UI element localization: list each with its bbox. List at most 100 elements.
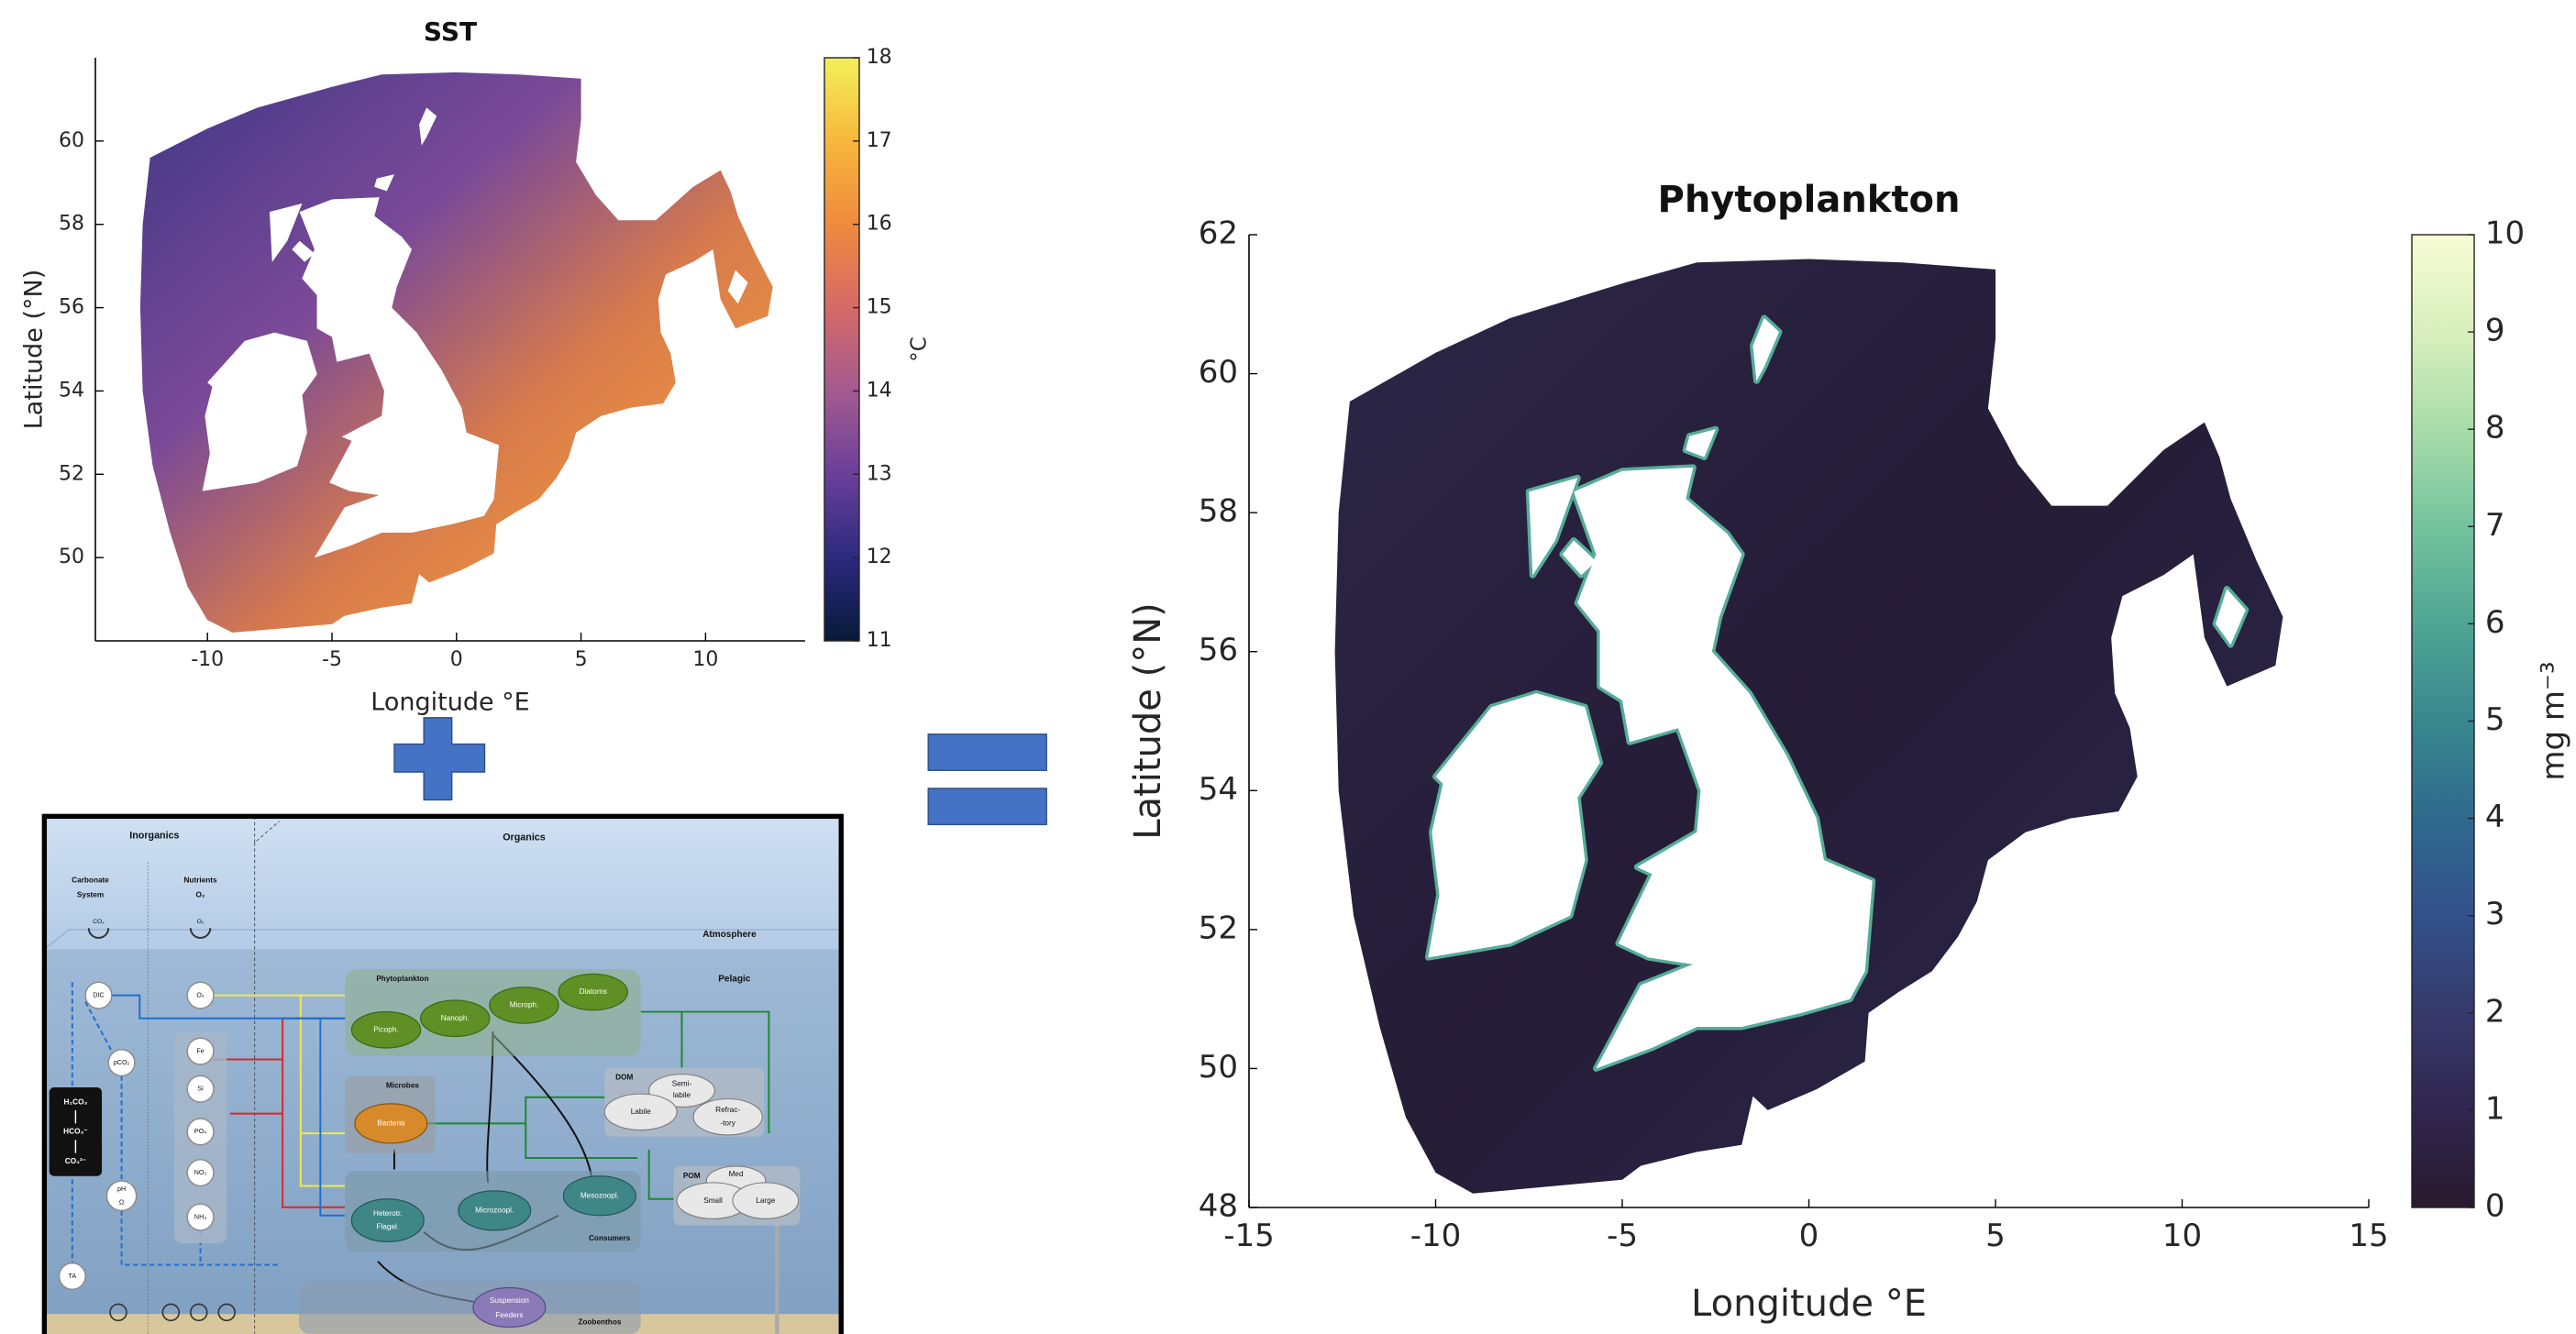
colorbar-tick-label: 14 (867, 379, 892, 402)
y-tick-label: 62 (1199, 215, 1238, 252)
diagram-label: Flagel. (376, 1222, 399, 1230)
colorbar-tick-label: 2 (2485, 993, 2505, 1030)
y-tick-label: 54 (1199, 771, 1238, 808)
colorbar-tick-label: 13 (867, 462, 892, 485)
diagram-label: Microzoopl. (475, 1207, 514, 1215)
colorbar (824, 58, 859, 641)
page: SST + ecosystem model = Phytoplankton {"… (0, 0, 2576, 1334)
diagram-label: CO₂ (93, 919, 105, 925)
diagram-label: Diatoms (580, 987, 607, 996)
x-tick-label: 5 (575, 648, 588, 671)
y-tick-label: 58 (1199, 493, 1238, 530)
colorbar (2412, 235, 2474, 1207)
diagram-label: Large (756, 1196, 775, 1205)
colorbar-tick-label: 1 (2485, 1090, 2505, 1127)
x-tick-label: 15 (2349, 1218, 2388, 1254)
diagram-label: Picoph. (373, 1025, 398, 1033)
diagram-label: Med (729, 1170, 744, 1178)
colorbar-tick-label: 6 (2485, 604, 2505, 641)
diagram-label: Semi- (672, 1080, 692, 1088)
x-tick-label: 5 (1985, 1218, 2006, 1254)
colorbar-tick-label: 5 (2485, 701, 2505, 738)
y-tick-label: 56 (59, 296, 84, 319)
diagram-label: H₂CO₃ (64, 1097, 88, 1106)
diagram-label: Microph. (510, 1001, 539, 1009)
diagram-label: Organics (503, 832, 546, 843)
y-tick-label: 52 (59, 462, 84, 485)
y-tick-label: 54 (59, 379, 84, 402)
figure: Inorganics Organics Carbonate System Nut… (0, 0, 2576, 1334)
colorbar-tick-label: 11 (867, 629, 892, 652)
diagram-label: Suspension (490, 1296, 529, 1305)
colorbar-tick-label: 18 (867, 46, 892, 69)
diagram-label: Pelagic (718, 974, 751, 984)
colorbar-tick-label: 10 (2485, 215, 2525, 252)
diagram-label: Microbes (386, 1081, 420, 1089)
y-tick-label: 58 (59, 213, 84, 236)
diagram-label: CO₃²⁻ (65, 1157, 86, 1165)
diagram-label: Zoobenthos (578, 1317, 622, 1326)
colorbar-tick-label: 9 (2485, 313, 2505, 349)
x-tick-label: 0 (1799, 1218, 1819, 1254)
x-tick-label: -5 (322, 648, 342, 671)
diagram-label: -tory (720, 1119, 735, 1128)
body: Inorganics Organics Carbonate System Nut… (0, 0, 2576, 1334)
colorbar-tick-label: 16 (867, 213, 892, 236)
y-tick-label: 60 (59, 129, 84, 152)
plus-sign (394, 718, 485, 800)
diagram-label: Mesozoopl. (580, 1191, 619, 1199)
y-axis-label: Latitude (°N) (1127, 602, 1169, 839)
diagram-label: TA (69, 1273, 77, 1280)
diagram-label: Labile (631, 1108, 651, 1116)
colorbar-tick-label: 8 (2485, 410, 2505, 447)
diagram-label: DIC (93, 992, 104, 999)
diagram-label: NO₃ (194, 1169, 207, 1176)
chart-title: Phytoplankton (1658, 179, 1961, 221)
diagram-label: O₂ (197, 919, 205, 925)
diagram-label: Si (197, 1086, 204, 1093)
diagram-label: PO₄ (194, 1128, 206, 1135)
diagram-label: Bacteria (377, 1119, 405, 1128)
x-axis-label: Longitude °E (1691, 1283, 1927, 1325)
colorbar-tick-label: 0 (2485, 1188, 2505, 1225)
equals-sign (928, 734, 1046, 825)
x-tick-label: 0 (450, 648, 463, 671)
diagram-label: Fe (196, 1047, 204, 1054)
x-axis-label: Longitude °E (370, 689, 529, 717)
colorbar-tick-label: 17 (867, 129, 892, 152)
y-tick-label: 50 (1199, 1049, 1238, 1086)
diagram-label: Small (703, 1196, 723, 1205)
diagram-group: Inorganics Organics Carbonate System Nut… (44, 718, 1046, 1334)
diagram-label: System (77, 891, 104, 899)
colorbar-tick-label: 4 (2485, 799, 2505, 835)
map-field (1335, 259, 2283, 1194)
y-tick-label: 48 (1199, 1188, 1238, 1225)
diagram-label: pH (117, 1185, 126, 1193)
y-tick-label: 52 (1199, 910, 1238, 946)
colorbar-tick-label: 12 (867, 546, 892, 568)
diagram-label: Ω (119, 1198, 125, 1206)
diagram-label: pCO₂ (114, 1059, 130, 1066)
diagram-label: Atmosphere (702, 930, 757, 940)
colorbar-tick-label: 7 (2485, 507, 2505, 544)
diagram-label: O₂ (196, 992, 205, 999)
diagram-label: Feeders (495, 1311, 523, 1319)
diagram-label: Phytoplankton (376, 975, 428, 983)
diagram-label: Refrac- (715, 1106, 740, 1114)
map-field (140, 72, 773, 633)
diagram-label: Carbonate (72, 876, 109, 884)
diagram-label: Heterotr. (373, 1209, 403, 1218)
colorbar-tick-label: 3 (2485, 896, 2505, 932)
colorbar-tick-label: 15 (867, 296, 892, 319)
x-tick-label: 10 (692, 648, 718, 671)
diagram-label: Inorganics (129, 831, 179, 842)
x-tick-label: -10 (191, 648, 224, 671)
diagram-label: DOM (615, 1073, 633, 1081)
ecosystem-diagram: Inorganics Organics Carbonate System Nut… (44, 816, 841, 1334)
colorbar-label: mg m⁻³ (2536, 661, 2572, 780)
y-tick-label: 50 (59, 546, 84, 568)
x-tick-label: 10 (2162, 1218, 2202, 1254)
x-tick-label: -10 (1410, 1218, 1462, 1254)
